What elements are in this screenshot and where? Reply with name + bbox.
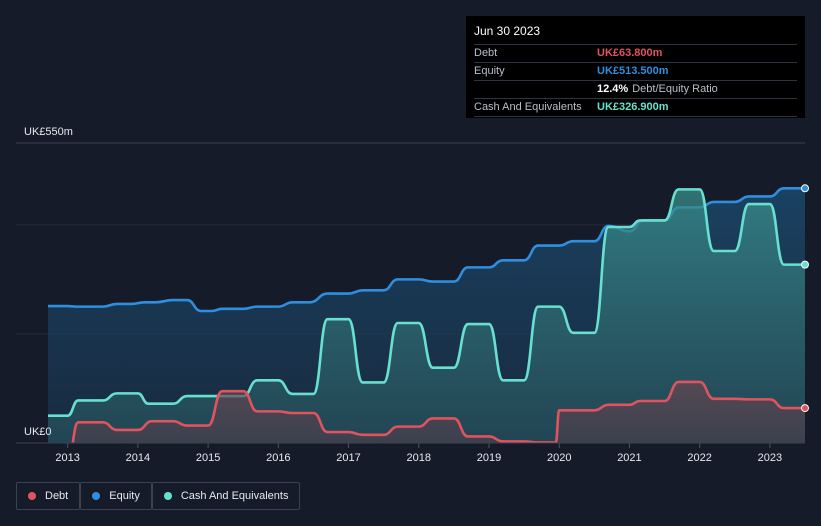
- legend-equity-label: Equity: [109, 490, 140, 502]
- tooltip-equity-label: Equity: [474, 65, 505, 77]
- debt-line: [71, 380, 805, 443]
- x-tick-label: 2017: [336, 452, 360, 464]
- tooltip-date: Jun 30 2023: [474, 22, 797, 45]
- tooltip-equity-value: UK£513.500m: [597, 65, 669, 77]
- x-tick-label: 2022: [687, 452, 711, 464]
- x-tick-label: 2019: [477, 452, 501, 464]
- debt-end-marker: [801, 404, 809, 413]
- legend-item-equity[interactable]: Equity: [80, 482, 152, 510]
- tooltip-ratio-spacer: [474, 81, 597, 98]
- x-tick-label: 2018: [407, 452, 431, 464]
- legend: Debt Equity Cash And Equivalents: [16, 482, 301, 510]
- legend-item-debt[interactable]: Debt: [16, 482, 81, 510]
- tooltip-panel: Jun 30 2023 Debt UK£63.800m Equity UK£51…: [466, 16, 805, 118]
- x-tick-label: 2015: [196, 452, 220, 464]
- tooltip-ratio-label: Debt/Equity Ratio: [632, 83, 718, 95]
- tooltip-debt-label: Debt: [474, 47, 498, 59]
- legend-item-cash[interactable]: Cash And Equivalents: [151, 482, 301, 510]
- cash-dot-icon: [163, 492, 172, 500]
- cash-end-marker: [801, 260, 809, 269]
- tooltip-cash-label: Cash And Equivalents: [474, 101, 582, 113]
- legend-debt-label: Debt: [45, 490, 69, 502]
- x-tick-label: 2023: [758, 452, 782, 464]
- tooltip-ratio-value: 12.4%: [597, 83, 629, 95]
- y-axis-bottom-label: UK£0: [24, 426, 52, 438]
- x-tick-label: 2016: [266, 452, 290, 464]
- equity-dot-icon: [92, 492, 101, 500]
- x-tick-label: 2020: [547, 452, 571, 464]
- tooltip-debt-row: Debt UK£63.800m: [474, 45, 797, 63]
- y-axis-top-label: UK£550m: [24, 126, 73, 138]
- cash-area: [48, 189, 805, 443]
- tooltip-debt-value: UK£63.800m: [597, 47, 663, 59]
- debt-area: [48, 381, 805, 443]
- x-tick-label: 2014: [126, 452, 150, 464]
- equity-end-marker: [801, 184, 809, 193]
- tooltip-equity-row: Equity UK£513.500m: [474, 63, 797, 81]
- cash-line: [47, 188, 805, 418]
- tooltip-cash-row: Cash And Equivalents UK£326.900m: [474, 99, 797, 117]
- x-tick-label: 2021: [617, 452, 641, 464]
- tooltip-cash-value: UK£326.900m: [597, 101, 669, 113]
- debt-dot-icon: [28, 492, 36, 500]
- legend-cash-label: Cash And Equivalents: [180, 490, 289, 502]
- x-tick-label: 2013: [55, 452, 79, 464]
- tooltip-ratio-row: 12.4% Debt/Equity Ratio: [474, 81, 797, 99]
